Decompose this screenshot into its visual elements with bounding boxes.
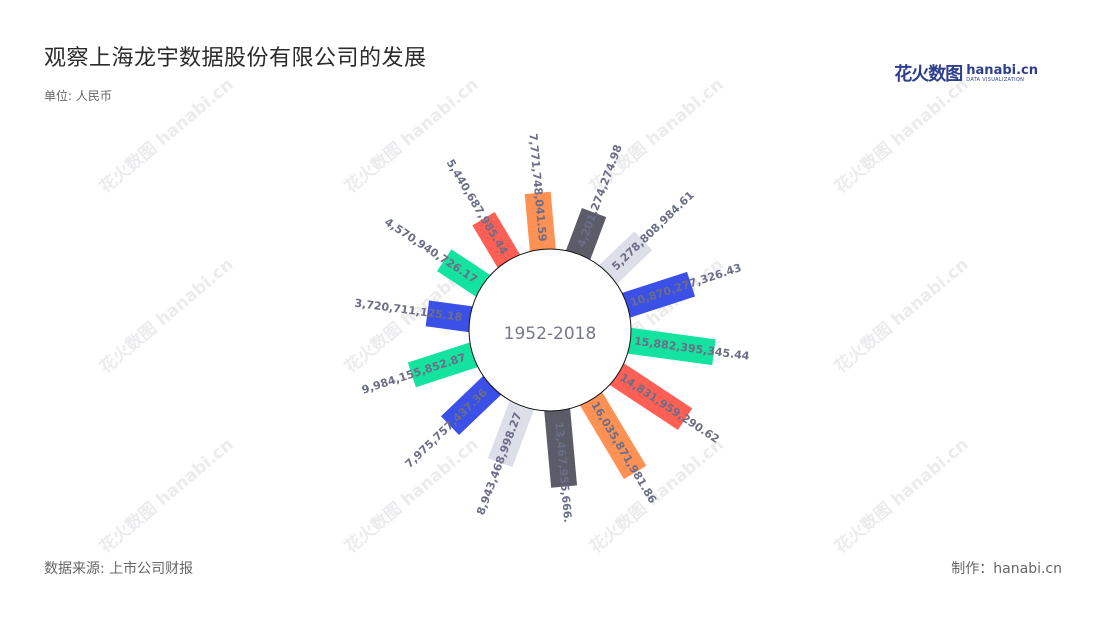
- watermark-text: 花火数图 hanabi.cn: [95, 434, 237, 558]
- bar-value-label: 5,278,808,984.61: [609, 189, 696, 273]
- center-label: 1952-2018: [504, 324, 597, 344]
- radial-bar: [564, 208, 607, 265]
- unit-label: 单位: 人民币: [44, 89, 112, 103]
- radial-bar: [407, 340, 483, 388]
- radial-bar: [605, 360, 693, 431]
- bar-value-label: 16,035,871,981.86: [588, 399, 659, 506]
- logo-en-block: hanabi.cn DATA VISUALIZATION: [966, 64, 1038, 83]
- watermark-text: 花火数图 hanabi.cn: [830, 434, 972, 558]
- watermark-text: 花火数图 hanabi.cn: [830, 74, 972, 198]
- radial-bar: [595, 231, 653, 288]
- data-source: 数据来源: 上市公司财报: [44, 561, 194, 577]
- watermark-text: 花火数图 hanabi.cn: [830, 254, 972, 378]
- radial-bar: [472, 212, 523, 273]
- watermark-text: 花火数图 hanabi.cn: [95, 254, 237, 378]
- bar-value-label: 8,943,468,998.27: [474, 411, 524, 517]
- maker-credit: 制作：hanabi.cn: [951, 561, 1062, 577]
- brand-logo: 花火数图 hanabi.cn DATA VISUALIZATION: [894, 60, 1038, 86]
- bar-value-label: 5,440,687,985.44: [444, 157, 511, 257]
- radial-bar: [622, 327, 716, 366]
- logo-en-text: hanabi.cn: [966, 62, 1038, 78]
- radial-bar: [543, 403, 578, 488]
- radial-bar: [437, 249, 495, 300]
- bar-value-label: 14,831,959,290.62: [618, 371, 722, 446]
- radial-bar: [524, 191, 557, 257]
- radial-bar: [617, 271, 696, 320]
- logo-tagline: DATA VISUALIZATION: [966, 76, 1025, 83]
- radial-bar: [425, 300, 478, 333]
- logo-cn-text: 花火数图: [894, 64, 963, 85]
- bar-value-label: 4,570,940,726.17: [382, 215, 480, 286]
- center-circle: [468, 248, 632, 412]
- watermark-text: 花火数图 hanabi.cn: [95, 74, 237, 198]
- radial-bar: [577, 387, 647, 480]
- radial-bar: [488, 395, 536, 468]
- chart-title: 观察上海龙宇数据股份有限公司的发展: [44, 46, 427, 71]
- bars-layer: [407, 191, 716, 488]
- radial-bar: [441, 372, 505, 436]
